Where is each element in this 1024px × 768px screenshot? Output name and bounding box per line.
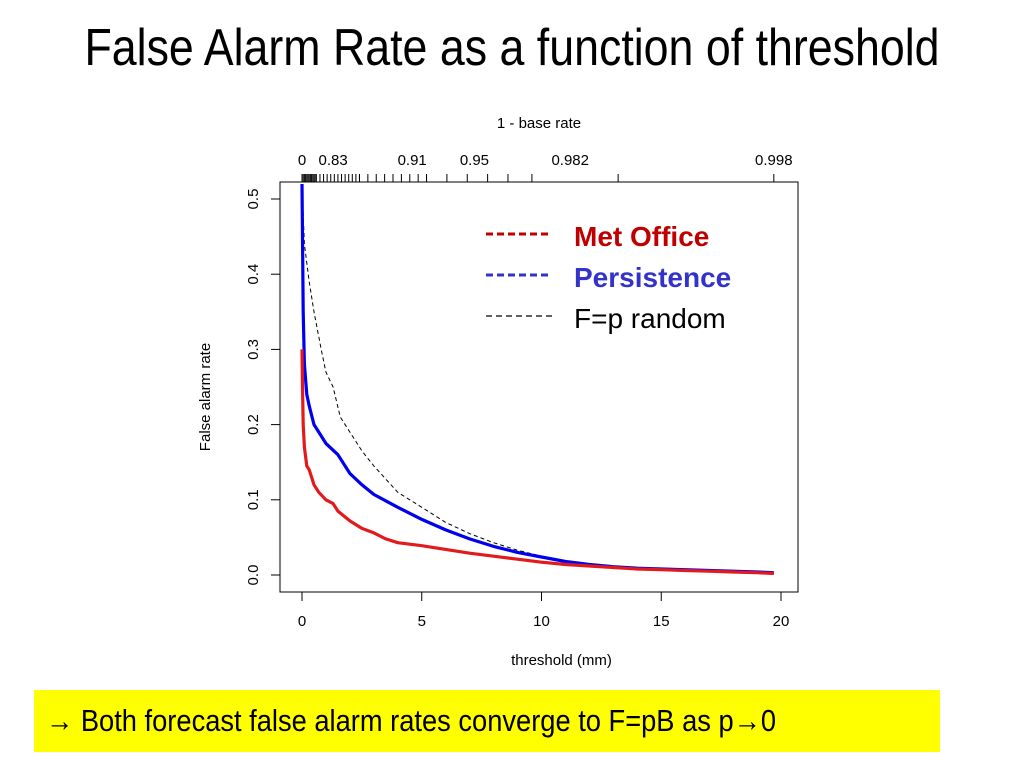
top-axis-label: 1 - base rate [497,115,581,132]
legend-label: F=p random [574,303,726,334]
y-tick-label: 0.5 [245,189,262,210]
top-tick-label: 0 [298,152,306,169]
false-alarm-chart: 0 5 10 15 20 threshold (mm) 0.0 0.1 0.2 0.3 0.4 0.5… [197,115,799,669]
y-tick-label: 0.1 [245,489,262,510]
slide-title: False Alarm Rate as a function of thresh… [84,19,940,77]
legend-label: Met Office [574,221,709,252]
y-tick-label: 0.0 [245,565,262,586]
top-tick-label: 0.95 [460,152,489,169]
y-tick-label: 0.4 [245,264,262,285]
x-tick-label: 5 [418,613,426,630]
top-tick-label: 0.998 [755,152,793,169]
x-tick-label: 10 [533,613,550,630]
x-tick-label: 0 [298,613,306,630]
series-line-met-office [300,349,774,576]
y-axis-label: False alarm rate [197,343,214,451]
top-tick-label: 0.83 [319,152,348,169]
top-tick-label: 0.91 [398,152,427,169]
x-tick-label: 15 [653,613,670,630]
plot-frame [279,181,799,593]
y-tick-label: 0.2 [245,414,262,435]
x-axis-label: threshold (mm) [511,652,612,669]
conclusion-callout: → Both forecast false alarm rates conver… [34,690,940,752]
callout-text: → Both forecast false alarm rates conver… [46,703,777,738]
x-tick-label: 20 [773,613,790,630]
y-tick-label: 0.3 [245,339,262,360]
legend-label: Persistence [574,262,731,293]
top-tick-label: 0.982 [551,152,589,169]
